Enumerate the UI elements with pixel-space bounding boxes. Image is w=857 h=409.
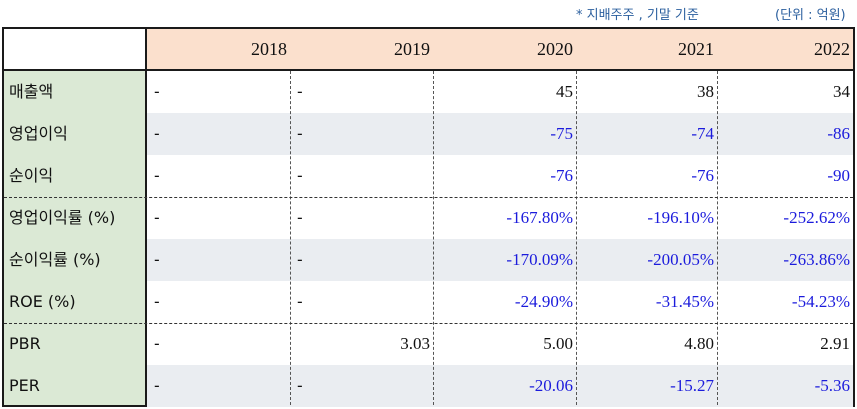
row-background bbox=[147, 365, 853, 407]
table-cell: 5.00 bbox=[543, 334, 573, 353]
table-cell: - bbox=[154, 250, 160, 269]
row-label: 영업이익 bbox=[9, 124, 68, 143]
row-label: 영업이익률 (%) bbox=[9, 208, 116, 227]
table-cell: -263.86% bbox=[783, 250, 850, 269]
table-cell: - bbox=[154, 82, 160, 101]
note-basis: * 지배주주 , 기말 기준 bbox=[576, 8, 699, 23]
row-label: PER bbox=[9, 376, 40, 395]
header-year-2018: 2018 bbox=[147, 29, 290, 69]
row-background bbox=[147, 239, 853, 281]
table-row: 순이익 - - -76 -76 -90 bbox=[4, 155, 853, 197]
table-cell: -76 bbox=[550, 166, 573, 185]
table-cell: 4.80 bbox=[684, 334, 714, 353]
table-cell: -31.45% bbox=[655, 292, 714, 311]
table-header: 2018 2019 2020 2021 2022 bbox=[4, 29, 853, 71]
table-cell: -252.62% bbox=[783, 208, 850, 227]
table-cell: -20.06 bbox=[529, 376, 573, 395]
table-cell: -24.90% bbox=[514, 292, 573, 311]
table-cell: - bbox=[154, 292, 160, 311]
column-divider bbox=[576, 71, 577, 405]
header-year-2022: 2022 bbox=[717, 29, 853, 69]
table-cell: 3.03 bbox=[400, 334, 430, 353]
table-row: 영업이익 - - -75 -74 -86 bbox=[4, 113, 853, 155]
header-year-2020: 2020 bbox=[433, 29, 576, 69]
table-cell: 38 bbox=[697, 82, 714, 101]
row-label: ROE (%) bbox=[9, 292, 76, 311]
label-column bbox=[4, 71, 145, 405]
table-row: 매출액 - - 45 38 34 bbox=[4, 71, 853, 113]
table-cell: -54.23% bbox=[791, 292, 850, 311]
table-cell: - bbox=[297, 82, 303, 101]
header-corner-border bbox=[145, 29, 147, 69]
row-label: 매출액 bbox=[9, 82, 54, 101]
table-cell: 45 bbox=[556, 82, 573, 101]
table-row: ROE (%) - - -24.90% -31.45% -54.23% bbox=[4, 281, 853, 323]
table-cell: - bbox=[297, 292, 303, 311]
column-divider bbox=[433, 71, 434, 405]
row-background bbox=[147, 113, 853, 155]
table-body: 매출액 - - 45 38 34 영업이익 - - -75 -74 -86 순이익 - - -76 -76 -90… bbox=[4, 71, 853, 407]
label-column-border bbox=[145, 71, 147, 405]
table-cell: -15.27 bbox=[670, 376, 714, 395]
table-cell: - bbox=[297, 124, 303, 143]
row-label: PBR bbox=[9, 334, 41, 353]
table-cell: - bbox=[297, 376, 303, 395]
note-unit: (단위 : 억원) bbox=[775, 8, 846, 23]
table-cell: - bbox=[154, 124, 160, 143]
header-corner bbox=[4, 29, 145, 69]
header-year-2021: 2021 bbox=[576, 29, 717, 69]
table-row: 영업이익률 (%) - - -167.80% -196.10% -252.62% bbox=[4, 197, 853, 239]
table-cell: -196.10% bbox=[647, 208, 714, 227]
column-divider bbox=[290, 71, 291, 405]
table-cell: - bbox=[297, 250, 303, 269]
group-divider bbox=[4, 323, 853, 324]
table-cell: - bbox=[154, 208, 160, 227]
table-cell: - bbox=[154, 166, 160, 185]
table-row: PBR - 3.03 5.00 4.80 2.91 bbox=[4, 323, 853, 365]
row-label: 순이익 bbox=[9, 166, 54, 185]
table-cell: -86 bbox=[827, 124, 850, 143]
table-cell: -5.36 bbox=[814, 376, 850, 395]
column-divider bbox=[717, 71, 718, 405]
group-divider bbox=[4, 197, 853, 198]
table-cell: - bbox=[297, 208, 303, 227]
table-cell: -90 bbox=[827, 166, 850, 185]
header-year-2019: 2019 bbox=[290, 29, 433, 69]
table-cell: 2.91 bbox=[820, 334, 850, 353]
table-cell: -76 bbox=[691, 166, 714, 185]
table-cell: - bbox=[297, 166, 303, 185]
financial-table: 2018 2019 2020 2021 2022 매출액 - - 45 38 34 영업이익 - - -7… bbox=[2, 27, 855, 407]
table-cell: -167.80% bbox=[506, 208, 573, 227]
table-row: 순이익률 (%) - - -170.09% -200.05% -263.86% bbox=[4, 239, 853, 281]
table-cell: - bbox=[154, 376, 160, 395]
table-cell: -170.09% bbox=[506, 250, 573, 269]
table-cell: - bbox=[154, 334, 160, 353]
table-cell: -200.05% bbox=[647, 250, 714, 269]
table-cell: 34 bbox=[833, 82, 850, 101]
row-label: 순이익률 (%) bbox=[9, 250, 101, 269]
table-cell: -74 bbox=[691, 124, 714, 143]
table-row: PER - - -20.06 -15.27 -5.36 bbox=[4, 365, 853, 407]
table-cell: -75 bbox=[550, 124, 573, 143]
